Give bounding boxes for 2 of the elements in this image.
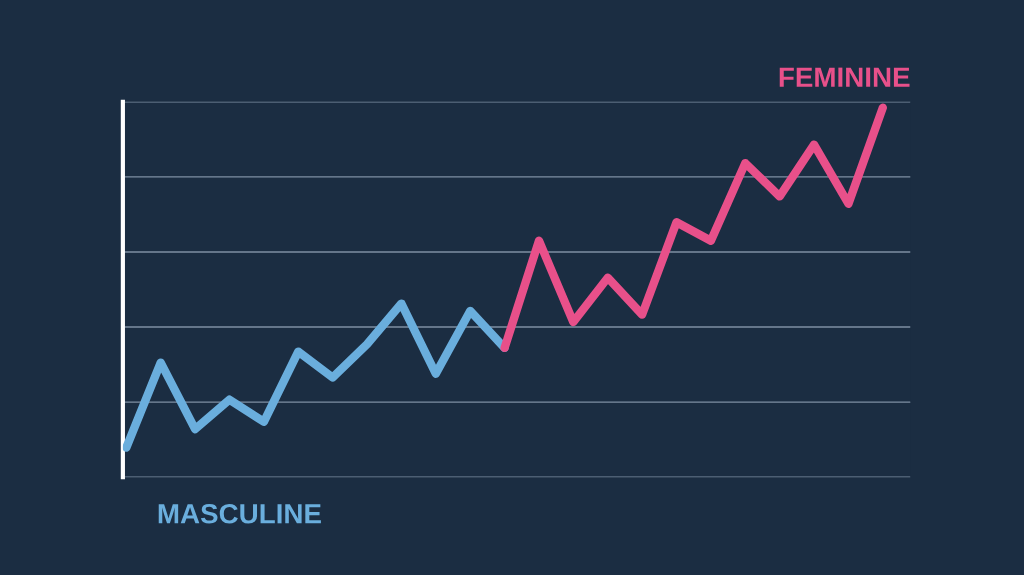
- text: MASCULINE: [158, 503, 321, 524]
- text: FEMININE: [779, 67, 910, 87]
